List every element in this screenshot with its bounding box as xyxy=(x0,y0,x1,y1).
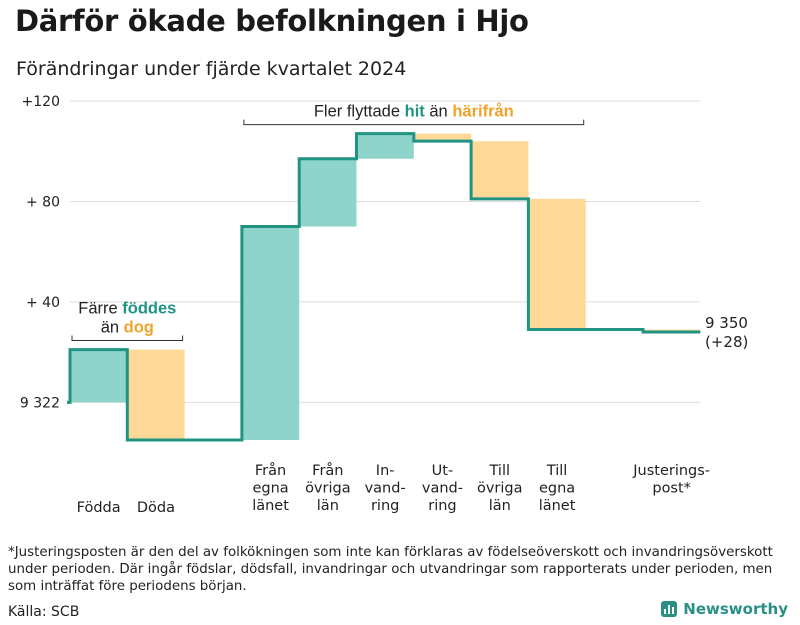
bar xyxy=(471,141,529,199)
x-category-label: Födda xyxy=(77,500,121,516)
x-category-label: Från xyxy=(255,462,286,479)
bar xyxy=(356,133,414,159)
end-value-label: 9 350 xyxy=(705,314,748,332)
bar xyxy=(127,349,185,440)
y-tick-label: 9 322 xyxy=(20,395,60,411)
brand-logo[interactable]: Newsworthy xyxy=(661,600,788,618)
bar xyxy=(528,198,586,330)
x-category-label: In- xyxy=(376,463,395,479)
chart-subtitle: Förändringar under fjärde kvartalet 2024 xyxy=(16,58,407,80)
x-category-label: Justerings- xyxy=(632,463,710,479)
x-category-label: post* xyxy=(652,481,691,497)
x-category-label: Till xyxy=(546,463,568,479)
bar xyxy=(413,133,472,142)
x-category-label: län xyxy=(489,498,511,514)
annotation-bracket xyxy=(243,119,585,126)
annotation-text: Fler flyttade hit än härifrån xyxy=(314,103,514,121)
x-category-label: ring xyxy=(371,498,399,514)
bar xyxy=(299,158,357,227)
bar xyxy=(70,349,128,403)
x-category-label: länet xyxy=(252,498,289,514)
x-category-label: övriga xyxy=(477,481,523,497)
x-category-label: ring xyxy=(428,498,456,514)
x-category-label: egna xyxy=(252,481,288,497)
y-tick-label: +120 xyxy=(22,94,60,110)
annotation-text: Färre föddes xyxy=(78,300,176,318)
x-category-label: län xyxy=(317,498,339,514)
y-tick-label: + 40 xyxy=(26,295,60,311)
running-total-line xyxy=(67,132,701,442)
x-category-label: vand- xyxy=(365,481,406,497)
brand-name: Newsworthy xyxy=(683,600,788,618)
source-label: Källa: SCB xyxy=(8,604,80,620)
x-category-label: egna xyxy=(539,481,575,497)
bar xyxy=(241,226,300,440)
bar-chart-icon xyxy=(661,601,678,617)
x-category-label: Till xyxy=(489,463,511,479)
y-tick-label: + 80 xyxy=(26,194,60,210)
x-category-label: vand- xyxy=(422,481,463,497)
x-category-label: Döda xyxy=(137,500,175,516)
chart-title: Därför ökade befolkningen i Hjo xyxy=(15,4,529,38)
annotation-bracket xyxy=(71,335,184,342)
x-category-label: övriga xyxy=(305,481,351,497)
x-category-label: Från xyxy=(312,462,343,479)
x-category-label: Ut- xyxy=(432,463,454,479)
footnote: *Justeringsposten är den del av folkökni… xyxy=(8,545,773,594)
annotation-text: än dog xyxy=(101,319,154,337)
x-category-label: länet xyxy=(539,498,576,514)
end-change-label: (+28) xyxy=(705,333,748,351)
